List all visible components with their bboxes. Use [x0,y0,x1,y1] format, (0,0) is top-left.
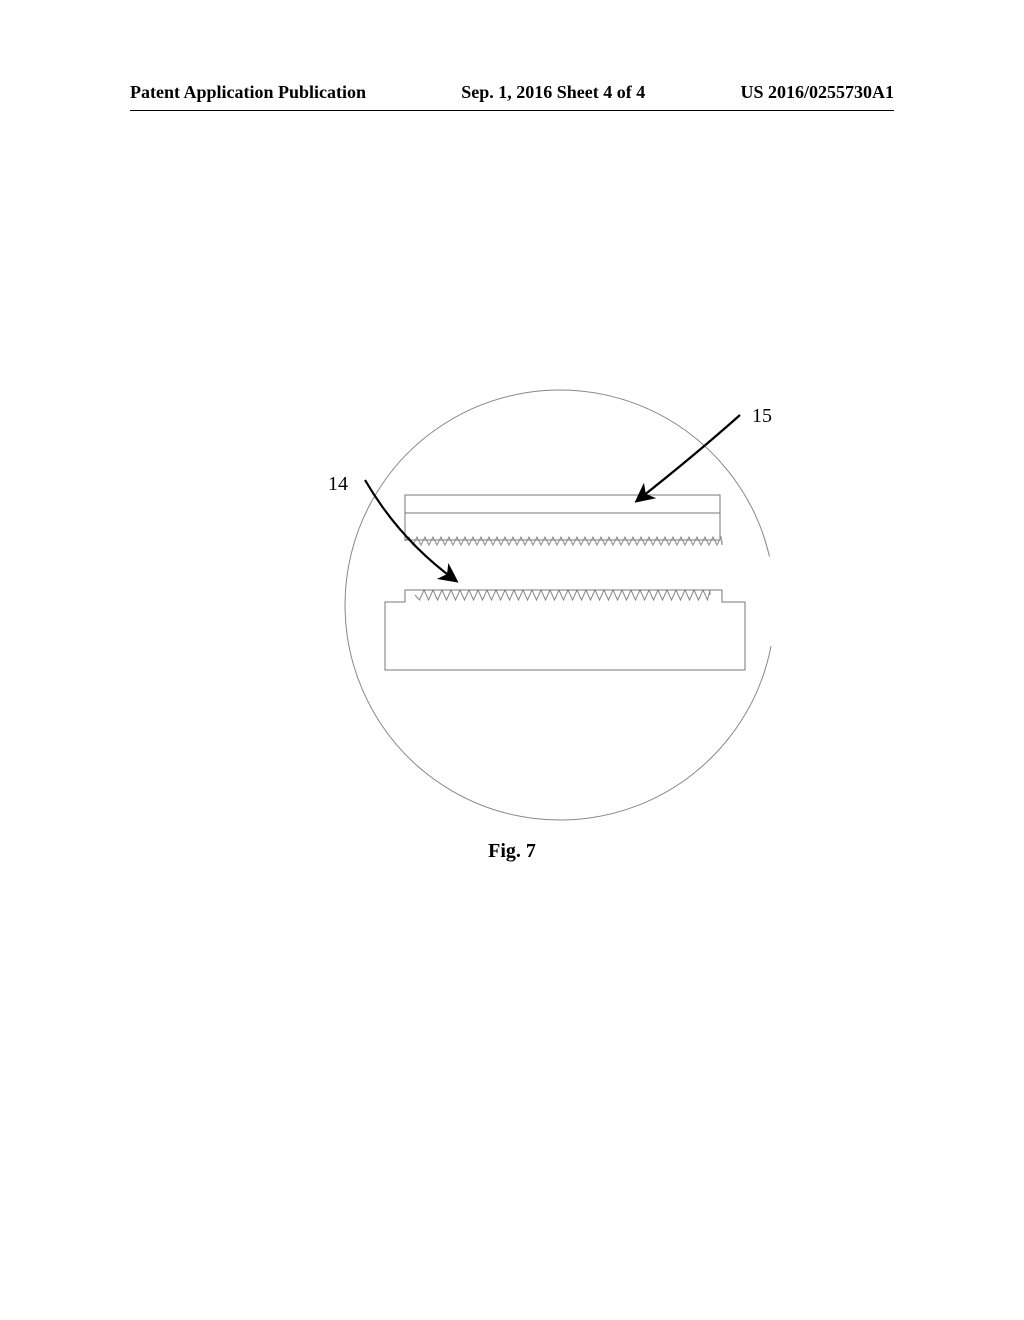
header-left: Patent Application Publication [130,82,366,103]
callout-label-14: 14 [328,473,348,496]
figure-svg [260,375,780,895]
header-rule [130,110,894,111]
page-header: Patent Application Publication Sep. 1, 2… [0,82,1024,103]
header-center: Sep. 1, 2016 Sheet 4 of 4 [461,82,645,103]
callout-label-15: 15 [752,405,772,428]
header-row: Patent Application Publication Sep. 1, 2… [0,82,1024,103]
figure-7: 14 15 [260,375,780,895]
header-right: US 2016/0255730A1 [740,82,894,103]
page: Patent Application Publication Sep. 1, 2… [0,0,1024,1320]
figure-caption: Fig. 7 [0,840,1024,863]
